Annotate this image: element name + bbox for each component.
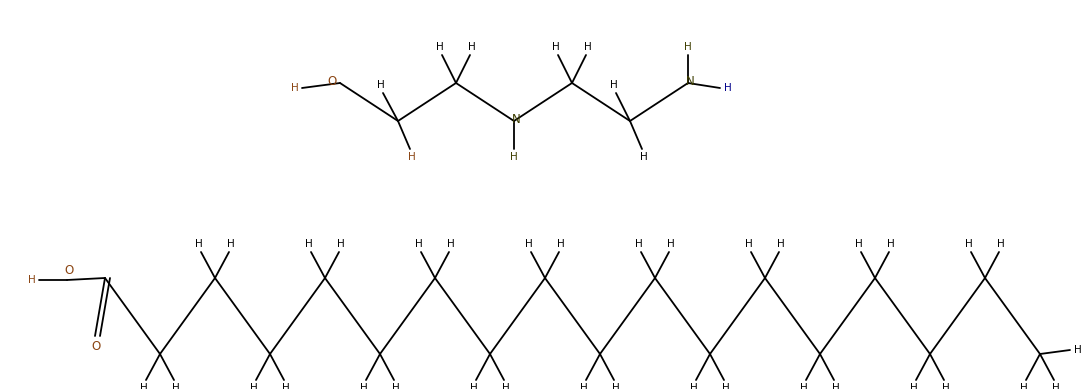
Text: O: O bbox=[328, 75, 337, 88]
Text: H: H bbox=[28, 275, 36, 285]
Text: H: H bbox=[470, 383, 478, 389]
Text: H: H bbox=[724, 83, 732, 93]
Text: H: H bbox=[525, 239, 533, 249]
Text: O: O bbox=[91, 340, 100, 352]
Text: H: H bbox=[305, 239, 313, 249]
Text: H: H bbox=[172, 383, 180, 389]
Text: H: H bbox=[640, 152, 648, 162]
Text: H: H bbox=[778, 239, 785, 249]
Text: N: N bbox=[512, 112, 521, 126]
Text: H: H bbox=[745, 239, 752, 249]
Text: H: H bbox=[855, 239, 862, 249]
Text: H: H bbox=[360, 383, 368, 389]
Text: H: H bbox=[436, 42, 444, 52]
Text: H: H bbox=[502, 383, 510, 389]
Text: H: H bbox=[552, 42, 560, 52]
Text: H: H bbox=[942, 383, 950, 389]
Text: H: H bbox=[392, 383, 400, 389]
Text: H: H bbox=[998, 239, 1005, 249]
Text: H: H bbox=[684, 42, 692, 52]
Text: H: H bbox=[1052, 383, 1060, 389]
Text: H: H bbox=[1020, 383, 1028, 389]
Text: H: H bbox=[612, 383, 620, 389]
Text: H: H bbox=[408, 152, 416, 162]
Text: H: H bbox=[584, 42, 592, 52]
Text: H: H bbox=[291, 83, 298, 93]
Text: H: H bbox=[832, 383, 840, 389]
Text: H: H bbox=[228, 239, 235, 249]
Text: H: H bbox=[965, 239, 972, 249]
Text: H: H bbox=[910, 383, 918, 389]
Text: H: H bbox=[888, 239, 895, 249]
Text: H: H bbox=[282, 383, 290, 389]
Text: H: H bbox=[800, 383, 808, 389]
Text: H: H bbox=[338, 239, 345, 249]
Text: H: H bbox=[635, 239, 643, 249]
Text: H: H bbox=[610, 80, 617, 90]
Text: H: H bbox=[415, 239, 423, 249]
Text: H: H bbox=[1074, 345, 1081, 355]
Text: H: H bbox=[722, 383, 730, 389]
Text: H: H bbox=[377, 80, 384, 90]
Text: H: H bbox=[468, 42, 476, 52]
Text: H: H bbox=[195, 239, 203, 249]
Text: H: H bbox=[510, 152, 518, 162]
Text: H: H bbox=[668, 239, 675, 249]
Text: H: H bbox=[690, 383, 698, 389]
Text: H: H bbox=[580, 383, 588, 389]
Text: H: H bbox=[558, 239, 565, 249]
Text: H: H bbox=[250, 383, 258, 389]
Text: N: N bbox=[686, 75, 695, 88]
Text: H: H bbox=[140, 383, 148, 389]
Text: H: H bbox=[448, 239, 455, 249]
Text: O: O bbox=[64, 265, 74, 277]
